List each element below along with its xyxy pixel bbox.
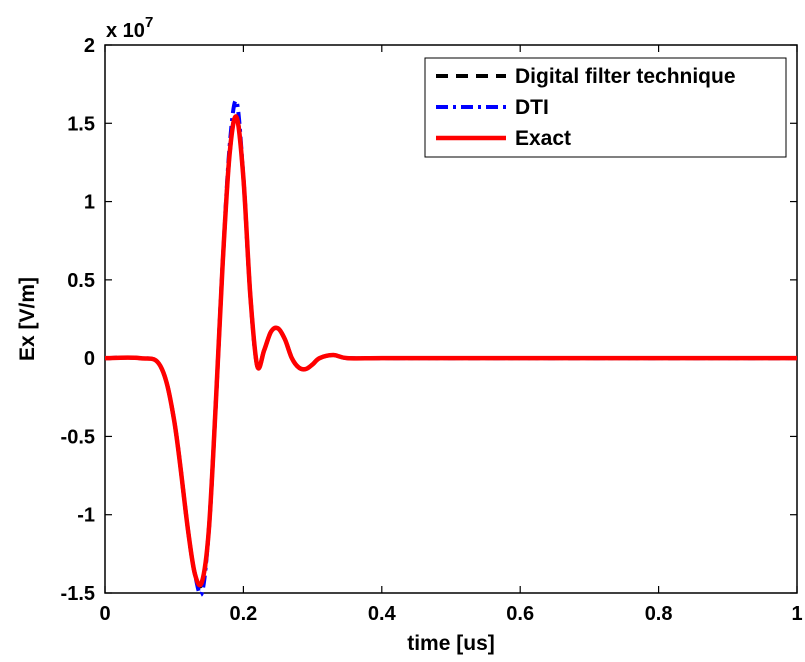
x-tick-label: 1 (791, 603, 802, 625)
x-axis-title: time [us] (407, 632, 495, 655)
x-tick-label: 0.8 (645, 603, 673, 625)
y-tick-label: 1.5 (67, 113, 95, 135)
x-tick-label: 0 (99, 603, 110, 625)
legend-label: Digital filter technique (515, 65, 736, 88)
y-tick-label: 2 (84, 35, 95, 57)
y-exponent-base: x 10 (106, 20, 145, 42)
legend: Digital filter technique DTI Exact (424, 57, 787, 158)
x-tick-label: 0.4 (368, 603, 397, 625)
y-axis-title: Ex [V/m] (16, 277, 39, 361)
y-tick-label: 0.5 (67, 270, 95, 292)
y-tick-label: 1 (84, 192, 95, 214)
y-tick-label: -1 (77, 505, 95, 527)
series-line-solid (104, 114, 797, 588)
legend-label: Exact (515, 127, 571, 150)
x-tick-label: 0.6 (506, 603, 534, 625)
y-tick-label: -1.5 (61, 583, 95, 605)
legend-label: DTI (515, 96, 549, 119)
x-axis-ticks: 0 0.2 0.4 0.6 0.8 1 (99, 45, 803, 625)
series-layer (104, 98, 797, 597)
x-tick-label: 0.2 (229, 603, 257, 625)
y-exponent-label: x 107 (106, 14, 153, 42)
legend-items: Digital filter technique DTI Exact (436, 65, 736, 150)
y-tick-label: -0.5 (61, 426, 95, 448)
y-axis-ticks: -1.5 -1 -0.5 0 0.5 1 1.5 2 (61, 35, 797, 605)
y-exponent-power: 7 (145, 14, 153, 31)
y-tick-label: 0 (84, 348, 95, 370)
